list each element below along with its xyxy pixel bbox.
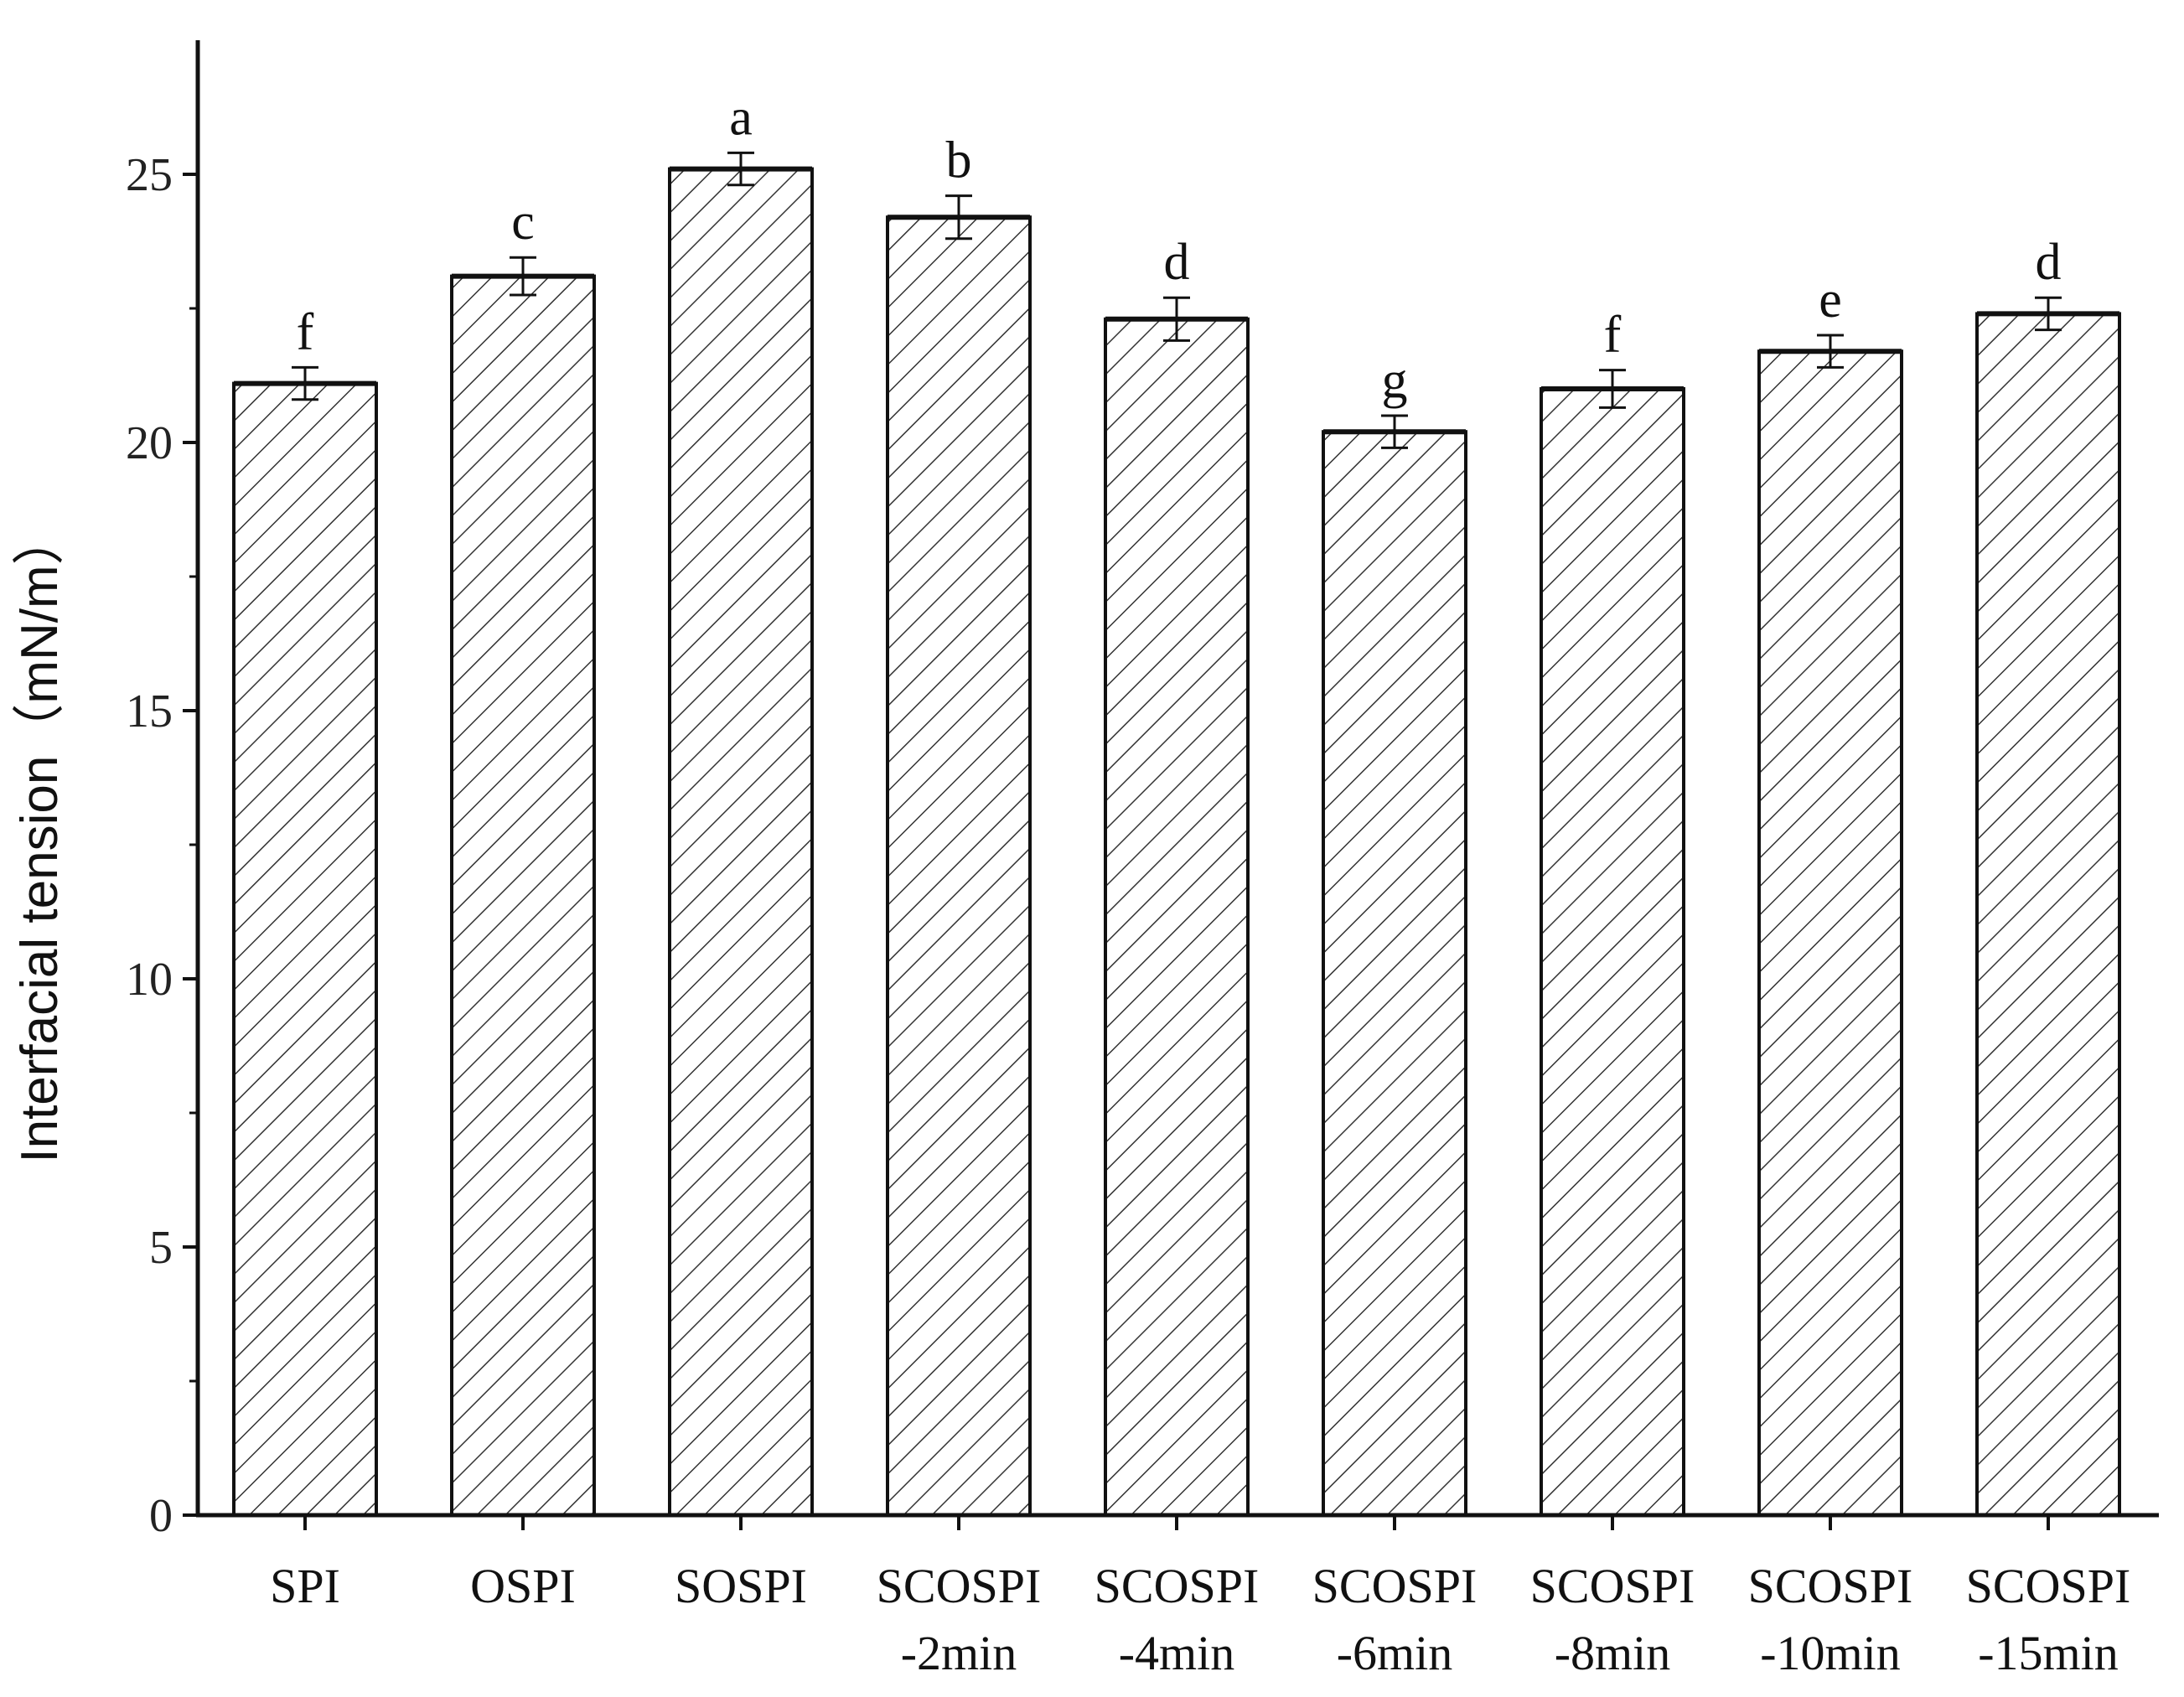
significance-label: d (1164, 234, 1190, 291)
x-tick-label: SCOSPI (877, 1559, 1042, 1613)
x-tick-label: OSPI (470, 1559, 576, 1613)
x-tick-label: SCOSPI (1748, 1559, 1913, 1613)
bar (668, 167, 814, 1518)
significance-label: a (729, 89, 753, 146)
x-tick-label: -8min (1555, 1626, 1671, 1680)
y-tick-label: 10 (126, 954, 173, 1006)
significance-label: f (297, 303, 314, 360)
x-tick-label: SOSPI (675, 1559, 807, 1613)
bars-layer (232, 151, 2121, 1518)
y-axis-title: Interfacial tension（mN/m） (11, 513, 69, 1162)
x-tick-label: -2min (901, 1626, 1017, 1680)
bar (886, 215, 1032, 1518)
x-tick-label: -6min (1337, 1626, 1453, 1680)
bar (1757, 349, 1903, 1518)
x-tick-label: -15min (1978, 1626, 2119, 1680)
y-tick-label: 0 (149, 1490, 173, 1542)
bar (1104, 317, 1250, 1517)
significance-label: g (1382, 352, 1408, 409)
bar (1975, 312, 2121, 1517)
significance-label: f (1604, 307, 1622, 364)
bar (450, 274, 596, 1518)
bar (232, 381, 378, 1518)
labels-layer: 0 5 10 15 20 25 f SPI c OSPI a SOSPI b SCOSPI -2min d SC… (126, 89, 2130, 1680)
y-tick-label: 20 (126, 417, 173, 469)
bar (1540, 387, 1685, 1517)
significance-label: b (946, 132, 972, 189)
significance-label: c (511, 194, 535, 251)
y-tick-label: 5 (149, 1222, 173, 1274)
y-tick-label: 25 (126, 149, 173, 201)
significance-label: d (2036, 234, 2062, 291)
significance-label: e (1819, 272, 1842, 329)
x-tick-label: SCOSPI (1095, 1559, 1260, 1613)
x-tick-label: SCOSPI (1312, 1559, 1478, 1613)
x-tick-label: -10min (1760, 1626, 1901, 1680)
axes-layer (183, 40, 2159, 1530)
x-tick-label: SCOSPI (1530, 1559, 1695, 1613)
x-tick-label: -4min (1119, 1626, 1235, 1680)
x-tick-label: SPI (270, 1559, 340, 1613)
x-tick-label: SCOSPI (1966, 1559, 2131, 1613)
y-tick-label: 15 (126, 686, 173, 737)
bar (1322, 430, 1467, 1518)
